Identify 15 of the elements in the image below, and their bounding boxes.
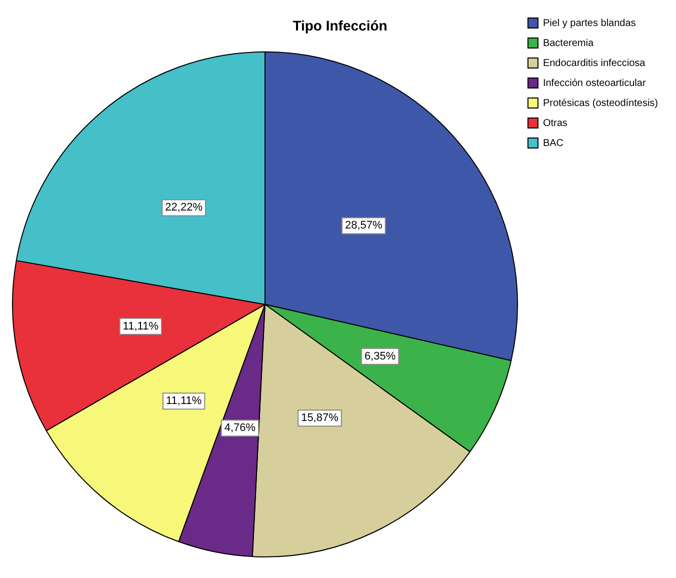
legend-label: Bacteremia [542,38,594,49]
legend-label: BAC [542,138,564,149]
legend-label: Endocarditis infecciosa [542,58,646,69]
data-label: 15,87% [301,412,339,424]
data-label: 6,35% [364,350,396,362]
data-label: 4,76% [224,422,256,434]
data-label: 11,11% [122,320,159,332]
legend-label: Piel y partes blandas [542,18,636,29]
data-label: 22,22% [165,202,203,214]
chart-title: Tipo Infección [292,17,388,34]
legend-label: Otras [542,118,568,129]
legend-label: Protésicas (osteodíntesis) [542,98,658,109]
data-label: 28,57% [345,220,383,232]
data-label: 11,11% [166,395,202,408]
legend-label: Infección osteoarticular [542,78,646,89]
